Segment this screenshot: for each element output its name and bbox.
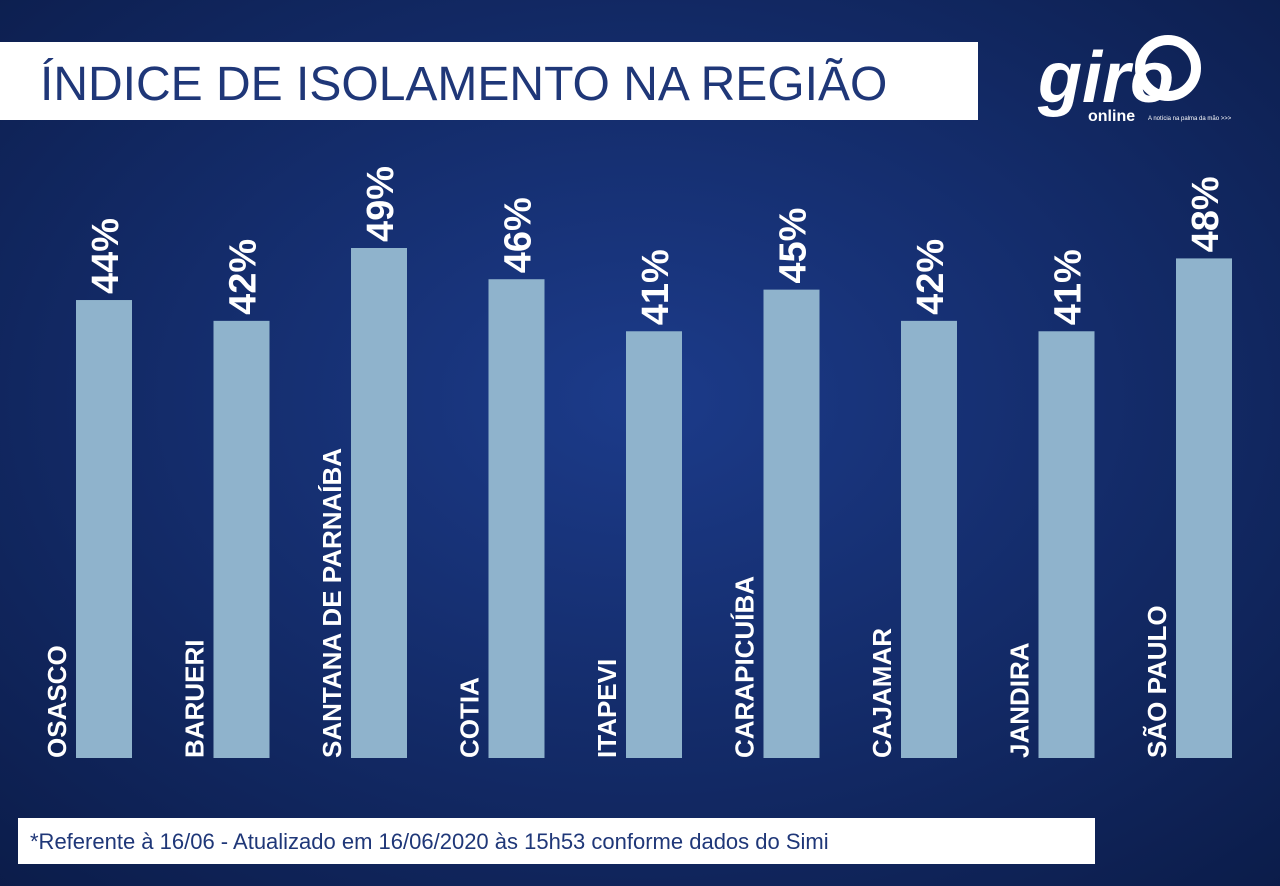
category-label: CAJAMAR	[867, 628, 897, 758]
logo-sub: online	[1088, 108, 1135, 125]
value-label: 41%	[1048, 249, 1090, 325]
bar	[1176, 258, 1232, 758]
category-label: BARUERI	[180, 640, 210, 758]
footnote: *Referente à 16/06 - Atualizado em 16/06…	[30, 829, 829, 854]
category-label: ITAPEVI	[592, 659, 622, 758]
bar	[901, 320, 957, 758]
value-label: 46%	[498, 197, 540, 273]
footnote-box	[18, 818, 1095, 864]
chart-title: ÍNDICE DE ISOLAMENTO NA REGIÃO	[40, 57, 887, 111]
category-label: CARAPICUÍBA	[730, 576, 760, 758]
value-label: 41%	[635, 249, 677, 325]
value-label: 45%	[773, 208, 815, 284]
logo-tagline: A notícia na palma da mão >>>	[1148, 116, 1232, 122]
logo-icon	[1135, 35, 1201, 101]
value-label: 48%	[1185, 176, 1227, 252]
bar	[351, 248, 407, 758]
value-label: 42%	[223, 239, 265, 315]
title-box	[0, 42, 978, 120]
value-label: 42%	[910, 239, 952, 315]
category-label: OSASCO	[42, 645, 72, 758]
category-label: SÃO PAULO	[1142, 605, 1172, 758]
bar	[488, 279, 545, 758]
bar	[1038, 331, 1095, 758]
category-label: JANDIRA	[1005, 642, 1035, 758]
bar	[626, 331, 682, 758]
category-label: COTIA	[455, 677, 485, 758]
category-label: SANTANA DE PARNAÍBA	[317, 448, 347, 758]
bar	[213, 320, 270, 758]
bar	[76, 300, 132, 758]
value-label: 44%	[85, 218, 127, 294]
value-label: 49%	[360, 166, 402, 242]
bar	[763, 289, 820, 758]
bars: 44% OSASCO 42% BARUERI 49% SANTANA DE PARNAÍB…	[42, 166, 1232, 758]
